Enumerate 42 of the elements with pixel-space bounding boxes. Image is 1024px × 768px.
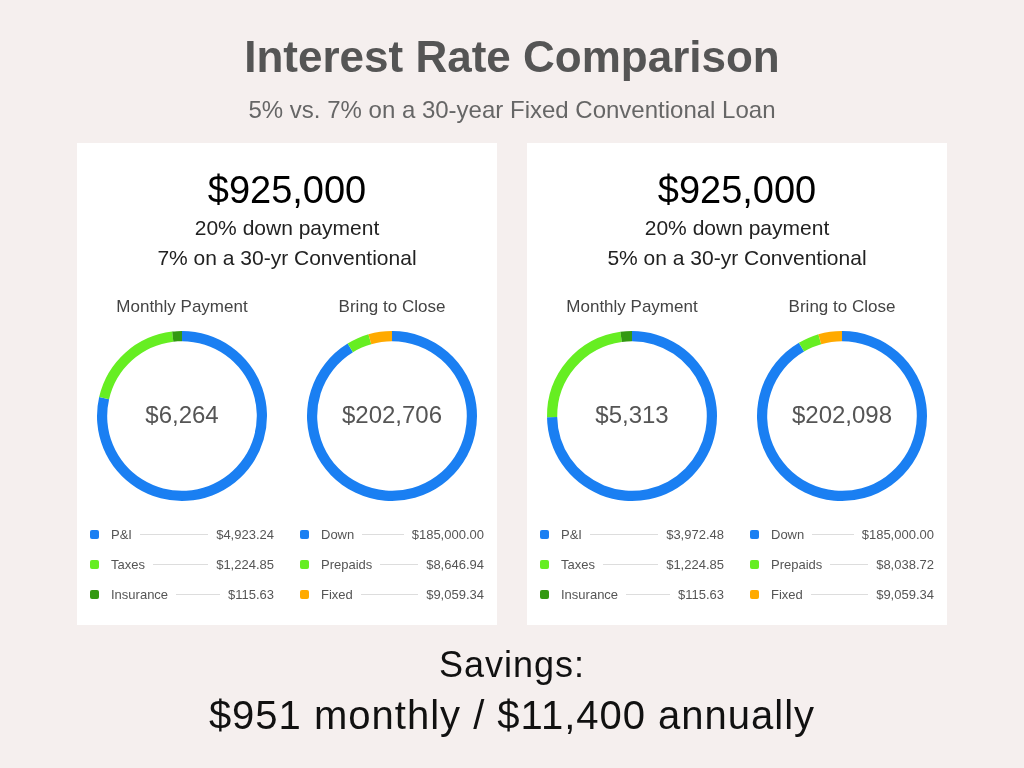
data-label: $3,972.48 xyxy=(666,526,724,542)
data-label: $9,059.34 xyxy=(876,586,934,602)
chart-title: Bring to Close xyxy=(338,297,446,318)
text: $925,000 xyxy=(656,168,818,213)
data-label: $185,000.00 xyxy=(861,526,934,542)
legend-label: Insurance xyxy=(111,586,169,602)
chart-title: Monthly Payment xyxy=(566,297,698,318)
text: 5% on a 30-yr Conventional xyxy=(606,245,868,271)
legend-label: P&I xyxy=(111,526,132,542)
chart-title: Monthly Payment xyxy=(116,297,248,318)
legend-label: Taxes xyxy=(111,556,145,572)
data-label: $185,000.00 xyxy=(411,526,484,542)
text: $925,000 xyxy=(206,168,368,213)
legend-label: Down xyxy=(771,526,805,542)
legend-label: Prepaids xyxy=(771,556,823,572)
data-label: $8,038.72 xyxy=(876,556,934,572)
legend-label: Fixed xyxy=(771,586,803,602)
data-label: $1,224.85 xyxy=(666,556,724,572)
text: $6,264 xyxy=(145,400,219,428)
data-label: $8,646.94 xyxy=(426,556,484,572)
text: $202,098 xyxy=(791,400,893,428)
data-label: $4,923.24 xyxy=(216,526,274,542)
data-label: $115.63 xyxy=(227,586,274,602)
legend-label: Insurance xyxy=(561,586,619,602)
text: 5% vs. 7% on a 30-year Fixed Conventional Loan xyxy=(247,96,777,124)
data-label: $1,224.85 xyxy=(216,556,274,572)
text: $951 monthly / $11,400 annually xyxy=(207,692,817,739)
legend-label: Taxes xyxy=(561,556,595,572)
text: $202,706 xyxy=(341,400,443,428)
text: Interest Rate Comparison xyxy=(243,32,781,82)
legend-label: P&I xyxy=(561,526,582,542)
text: $5,313 xyxy=(595,400,669,428)
text: 20% down payment xyxy=(643,215,831,241)
text: 7% on a 30-yr Conventional xyxy=(156,245,418,271)
data-label: $9,059.34 xyxy=(426,586,484,602)
legend-label: Down xyxy=(321,526,355,542)
text: Savings: xyxy=(437,643,587,687)
legend-label: Fixed xyxy=(321,586,353,602)
chart-title: Bring to Close xyxy=(788,297,896,318)
legend-label: Prepaids xyxy=(321,556,373,572)
data-label: $115.63 xyxy=(677,586,724,602)
text: 20% down payment xyxy=(193,215,381,241)
